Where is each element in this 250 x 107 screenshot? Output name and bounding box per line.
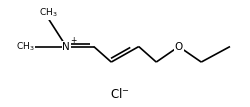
Text: +: + xyxy=(70,36,76,45)
Text: N: N xyxy=(62,42,70,52)
Text: Cl$^{-}$: Cl$^{-}$ xyxy=(110,87,130,101)
Text: CH$_3$: CH$_3$ xyxy=(40,7,58,19)
Text: O: O xyxy=(174,42,183,52)
Text: CH$_3$: CH$_3$ xyxy=(16,40,34,53)
